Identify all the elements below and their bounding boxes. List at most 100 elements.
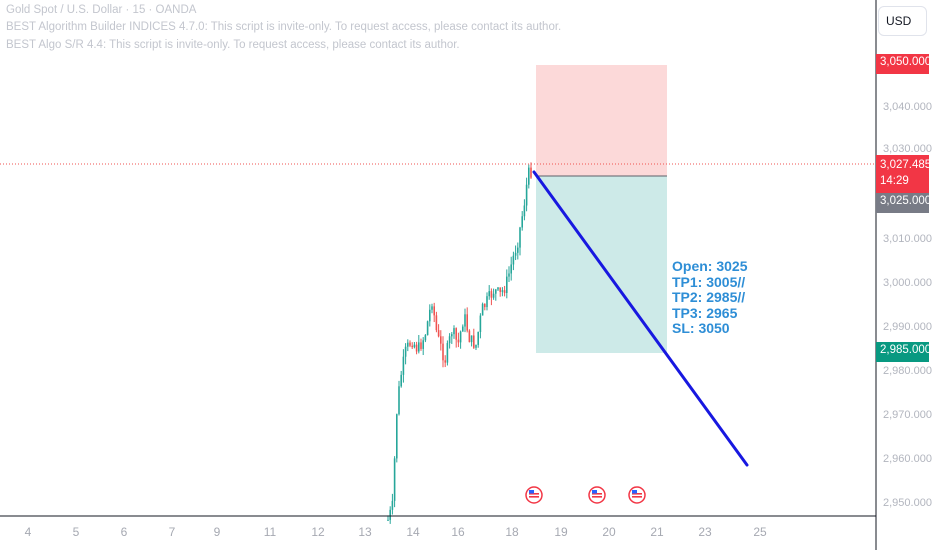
symbol-title[interactable]: Gold Spot / U.S. Dollar · 15 · OANDA: [6, 4, 197, 16]
date-tick: 12: [311, 525, 325, 539]
date-tick: 16: [451, 525, 465, 539]
candle-body: [497, 287, 499, 290]
candle-body: [514, 252, 517, 256]
us-flag-icon[interactable]: [525, 486, 543, 504]
candle-body: [435, 315, 438, 331]
candle-body: [459, 331, 462, 343]
candle-body: [431, 306, 433, 310]
candle-body: [387, 519, 389, 521]
candle-body: [404, 346, 407, 357]
date-tick: 7: [168, 525, 176, 539]
bar-countdown: 14:29: [880, 175, 909, 187]
current-price-tag: 3,027.485 14:29: [876, 155, 931, 193]
us-flag-icon[interactable]: [588, 486, 606, 504]
candle-body: [501, 290, 504, 292]
note-line: TP3: 2965: [672, 304, 738, 321]
candle-body: [462, 326, 464, 332]
candle-body: [415, 344, 418, 352]
candle-body: [440, 336, 442, 344]
candle-body: [499, 287, 501, 292]
date-tick: 23: [698, 525, 712, 539]
candle-body: [393, 458, 396, 501]
candle-body: [396, 414, 398, 459]
candle-body: [523, 205, 526, 217]
candle-body: [508, 273, 510, 277]
candle-body: [475, 344, 477, 348]
candle-body: [407, 342, 409, 347]
candle-body: [422, 340, 424, 349]
candle-body: [437, 330, 440, 337]
candle-body: [442, 343, 444, 361]
candle-body: [479, 315, 482, 333]
candle-body: [391, 500, 394, 510]
candle-body: [484, 303, 486, 308]
candle-body: [426, 321, 429, 336]
candle-body: [413, 344, 416, 348]
candle-body: [444, 360, 446, 363]
candle-body: [492, 293, 495, 298]
date-tick: 9: [213, 525, 221, 539]
candle-body: [455, 328, 457, 340]
date-tick: 21: [650, 525, 664, 539]
stop-loss-price-tag: 3,050.000: [876, 54, 931, 74]
stop-loss-zone[interactable]: [536, 65, 667, 176]
candle-body: [468, 330, 471, 343]
candle-body: [530, 167, 532, 178]
note-line: TP1: 3005//: [672, 273, 746, 290]
price-tick: 2,990.000: [883, 321, 932, 333]
candle-body: [429, 309, 431, 322]
currency-button[interactable]: USD: [878, 6, 927, 36]
candle-body: [486, 296, 488, 308]
candle-body: [402, 356, 405, 375]
price-tick: 2,980.000: [883, 365, 932, 377]
date-tick: 4: [24, 525, 32, 539]
note-line: Open: 3025: [672, 258, 748, 274]
candle-body: [409, 342, 411, 346]
candle-body: [464, 314, 466, 327]
price-tick: 2,970.000: [883, 409, 932, 421]
candle-body: [420, 342, 422, 349]
candle-body: [466, 314, 468, 331]
date-tick: 5: [72, 525, 80, 539]
note-line: TP2: 2985//: [672, 289, 746, 305]
target-price-tag: 2,985.000: [876, 342, 931, 362]
candle-body: [398, 386, 400, 415]
candle-body: [481, 303, 484, 316]
candle-body: [525, 184, 528, 206]
date-tick: 18: [505, 525, 519, 539]
price-tick: 3,040.000: [883, 101, 932, 113]
candle-body: [503, 290, 506, 294]
candle-body: [488, 291, 490, 297]
candle-body: [389, 509, 391, 520]
date-tick: 13: [358, 525, 372, 539]
date-tick: 6: [120, 525, 128, 539]
candle-body: [490, 291, 493, 298]
candle-body: [512, 255, 515, 265]
date-tick: 11: [263, 525, 277, 539]
candle-body: [510, 264, 512, 274]
price-tick: 2,950.000: [883, 497, 932, 509]
price-tick: 3,030.000: [883, 143, 932, 155]
candle-body: [521, 216, 523, 228]
date-tick: 20: [602, 525, 616, 539]
candle-body: [433, 306, 435, 316]
candle-body: [517, 247, 519, 253]
trend-line[interactable]: [532, 170, 749, 467]
candle-body: [411, 345, 413, 348]
candle-body: [470, 335, 473, 343]
candle-body: [418, 342, 420, 352]
candle-body: [457, 339, 460, 343]
trade-note[interactable]: Open: 3025 TP1: 3005// TP2: 2985// TP3: …: [672, 258, 748, 337]
candle-body: [495, 289, 497, 294]
candle-body: [477, 332, 479, 345]
candle-body: [400, 374, 402, 387]
date-tick: 14: [406, 525, 420, 539]
candle-body: [451, 334, 453, 337]
candle-body: [473, 335, 475, 348]
candle-body: [528, 167, 530, 185]
indicator-legend-1[interactable]: BEST Algorithm Builder INDICES 4.7.0: Th…: [6, 21, 562, 33]
candle-body: [453, 328, 455, 335]
indicator-legend-2[interactable]: BEST Algo S/R 4.4: This script is invite…: [6, 39, 460, 51]
us-flag-icon[interactable]: [628, 486, 646, 504]
